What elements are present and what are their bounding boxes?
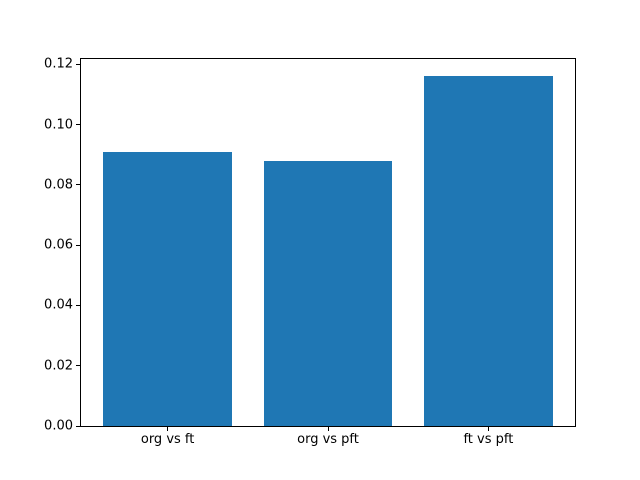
y-tick-mark: [76, 184, 80, 186]
y-tick-mark: [76, 124, 80, 126]
y-tick-label: 0.06: [44, 237, 73, 253]
x-tick-mark: [487, 427, 489, 431]
x-tick-label: org vs ft: [140, 432, 195, 447]
y-tick-mark: [76, 244, 80, 246]
y-tick-label: 0.12: [44, 56, 73, 72]
bar: [424, 76, 553, 426]
y-tick-label: 0.10: [44, 117, 73, 133]
y-tick-mark: [76, 304, 80, 306]
bar: [103, 151, 232, 426]
x-tick-label: org vs pft: [297, 432, 359, 447]
y-tick-label: 0.00: [44, 418, 73, 434]
y-tick-label: 0.08: [44, 177, 73, 193]
bar: [263, 160, 393, 426]
y-tick-label: 0.04: [44, 297, 73, 313]
x-tick-mark: [327, 427, 329, 431]
bars-layer: [81, 59, 575, 426]
y-tick-label: 0.02: [44, 358, 73, 374]
x-tick-label: ft vs pft: [463, 432, 514, 447]
y-tick-mark: [76, 425, 80, 427]
plot-area: 0.00 0.02 0.04 0.06 0.08 0.10 0.12 org vs ft org…: [44, 58, 576, 446]
x-tick-mark: [167, 427, 169, 431]
y-tick-mark: [76, 365, 80, 367]
y-tick-mark: [76, 63, 80, 65]
